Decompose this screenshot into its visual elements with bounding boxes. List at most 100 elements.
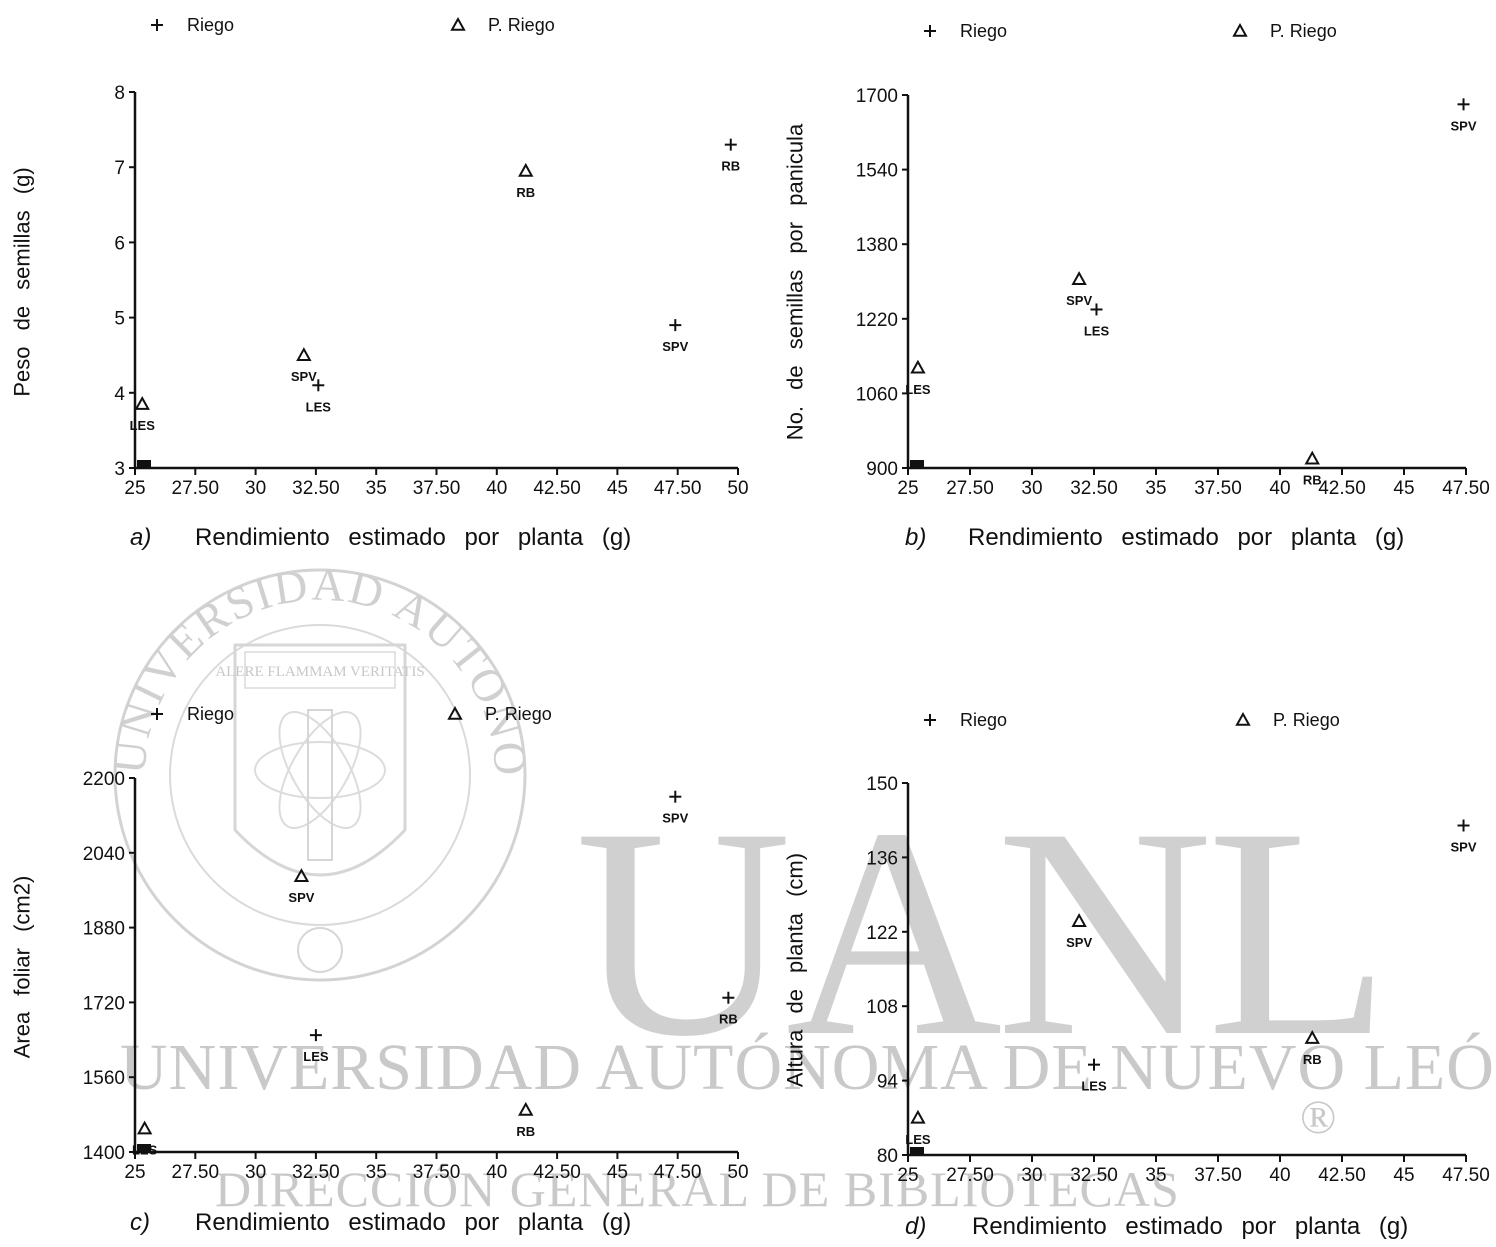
x-tick-label: 47.50	[1442, 478, 1490, 499]
y-tick-label: 1720	[83, 993, 125, 1014]
legend: Riego P. Riego	[151, 704, 552, 724]
panel-label: b)	[905, 524, 926, 551]
x-tick-label: 30	[1021, 478, 1042, 499]
point-p-riego	[518, 1101, 534, 1116]
point-label: SPV	[1451, 840, 1477, 855]
x-tick-label: 35	[366, 1162, 387, 1183]
x-tick-label: 25	[897, 478, 918, 499]
y-tick-label: 136	[866, 848, 898, 869]
point-p-riego	[910, 1109, 926, 1124]
x-tick-label: 45	[607, 1162, 628, 1183]
origin-mark	[137, 460, 151, 467]
watermark-seal: UNIVERSIDAD AUTONOMA DE NUEVO LEON ALERE…	[105, 560, 535, 982]
legend-marker-riego	[924, 25, 936, 37]
legend-marker-p-riego	[1235, 711, 1251, 726]
panel-c: 25 27.50 30 32.50 35 37.50 40 42.50 45 47.50 50 140…	[10, 704, 749, 1236]
point-label: LES	[905, 1132, 931, 1147]
point-riego	[669, 790, 682, 803]
legend: Riego P. Riego	[151, 15, 555, 35]
y-tick-label: 1060	[856, 384, 898, 405]
point-label: SPV	[662, 811, 688, 826]
y-tick-label: 94	[877, 1072, 899, 1093]
legend-marker-riego	[151, 708, 163, 720]
x-tick-label: 35	[366, 478, 387, 499]
x-tick-label: 47.50	[654, 1162, 702, 1183]
y-axis-title: Altura de planta (cm)	[783, 853, 808, 1087]
y-tick-label: 1540	[856, 161, 898, 182]
point-p-riego	[910, 359, 926, 374]
panel-label: d)	[905, 1213, 926, 1240]
point-label: SPV	[288, 890, 314, 905]
x-tick-label: 27.50	[172, 1162, 220, 1183]
y-tick-label: 6	[114, 233, 125, 254]
y-tick-label: 3	[114, 459, 125, 480]
point-riego	[669, 319, 682, 332]
x-tick-label: 25	[124, 1162, 145, 1183]
point-p-riego	[1304, 1030, 1320, 1044]
point-p-riego	[1071, 913, 1087, 927]
x-tick-label: 32.50	[1070, 1165, 1118, 1186]
x-axis-title: Rendimiento estimado por planta (g)	[195, 524, 631, 551]
point-p-riego	[293, 868, 310, 882]
y-tick-label: 4	[114, 384, 125, 405]
x-axis-title: Rendimiento estimado por planta (g)	[972, 1213, 1408, 1240]
x-tick-label: 27.50	[946, 478, 994, 499]
point-riego	[1088, 1058, 1100, 1071]
x-tick-label: 27.50	[946, 1165, 994, 1186]
point-riego	[1090, 303, 1103, 316]
point-label: SPV	[1451, 118, 1477, 133]
panel-b: 25 27.50 30 32.50 35 37.50 40 42.50 45 47.50 900 10…	[783, 21, 1490, 551]
x-tick-label: 32.50	[1070, 478, 1118, 499]
point-label: LES	[1081, 1079, 1107, 1094]
x-tick-label: 37.50	[1194, 478, 1242, 499]
x-tick-label: 50	[727, 478, 748, 499]
x-tick-label: 42.50	[533, 478, 581, 499]
x-tick-label: 25	[124, 478, 145, 499]
point-label: LES	[1084, 323, 1110, 338]
x-tick-label: 47.50	[654, 478, 702, 499]
point-label: SPV	[662, 339, 688, 354]
point-p-riego	[1304, 450, 1320, 465]
point-p-riego	[518, 162, 534, 177]
point-p-riego	[296, 347, 312, 361]
legend-label: P. Riego	[485, 704, 552, 724]
point-label: RB	[516, 1124, 535, 1139]
origin-mark	[137, 1144, 151, 1151]
point-label: LES	[303, 1049, 329, 1064]
legend-marker-p-riego	[1232, 22, 1248, 37]
x-tick-label: 40	[1269, 1165, 1290, 1186]
legend-label: Riego	[187, 15, 234, 35]
y-tick-label: 7	[114, 158, 125, 179]
origin-mark	[910, 1147, 924, 1154]
panel-d: 25 27.50 30 32.50 35 37.50 40 42.50 45 47.50 80 94 1…	[783, 710, 1490, 1240]
y-tick-label: 108	[866, 997, 898, 1018]
y-tick-label: 80	[877, 1146, 898, 1167]
y-axis-title: No. de semillas por panicula	[783, 123, 808, 440]
panel-label: a)	[130, 524, 151, 551]
legend-label: Riego	[960, 710, 1007, 730]
y-tick-label: 2040	[83, 844, 125, 865]
point-p-riego	[136, 1120, 153, 1135]
point-label: RB	[1303, 1052, 1322, 1067]
point-riego	[724, 138, 737, 151]
legend: Riego P. Riego	[924, 21, 1337, 41]
legend-label: Riego	[960, 21, 1007, 41]
y-tick-label: 8	[114, 83, 125, 104]
x-tick-label: 32.50	[292, 478, 340, 499]
point-label: SPV	[291, 369, 317, 384]
legend-label: P. Riego	[1273, 710, 1340, 730]
x-tick-label: 35	[1145, 1165, 1166, 1186]
legend-label: Riego	[187, 704, 234, 724]
point-label: SPV	[1066, 935, 1092, 950]
x-tick-label: 40	[486, 1162, 507, 1183]
x-tick-label: 30	[245, 478, 266, 499]
x-tick-label: 45	[607, 478, 628, 499]
x-axis-title: Rendimiento estimado por planta (g)	[968, 524, 1404, 551]
point-label: RB	[516, 185, 535, 200]
x-tick-label: 45	[1393, 478, 1414, 499]
point-label: LES	[306, 399, 332, 414]
point-label: RB	[721, 159, 740, 174]
legend-marker-riego	[924, 714, 936, 726]
x-tick-label: 42.50	[1318, 478, 1366, 499]
